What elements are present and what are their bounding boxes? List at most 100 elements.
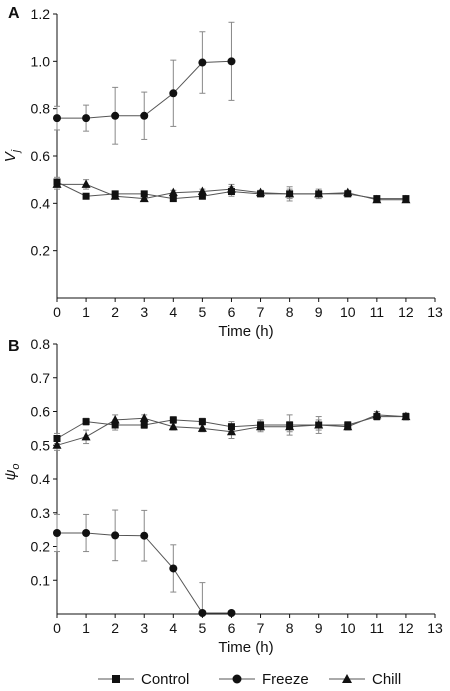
panel-a-x-tick-label: 4 [169, 304, 177, 320]
panel-b-control-point [169, 416, 177, 424]
panel-b-control-point [53, 435, 61, 442]
panel-a-x-tick-label: 3 [140, 304, 148, 320]
panel-b-x-tick-label: 10 [340, 620, 356, 636]
panel-a-chill-point [139, 193, 149, 203]
panel-a-x-tick-label: 8 [286, 304, 294, 320]
panel-a-x-tick-label: 2 [111, 304, 119, 320]
panel-b-x-tick-label: 6 [228, 620, 236, 636]
legend-item-freeze: Freeze [219, 671, 309, 688]
panel-b-freeze-point [53, 529, 61, 537]
panel-b-freeze-point [169, 564, 178, 573]
panel-a-control-point [82, 192, 90, 200]
panel-a-y-tick-label: 0.6 [31, 148, 51, 164]
panel-a-control-point [169, 195, 177, 203]
panel-b-y-tick-label: 0.7 [31, 370, 51, 386]
panel-b-series-lines [56, 414, 406, 614]
panel-b-chill-point [401, 411, 411, 421]
panel-a-chill-point [226, 184, 236, 193]
panel-b-y-tick-label: 0.2 [31, 539, 51, 555]
panel-b-chill-point [52, 440, 62, 449]
panel-a-y-tick-label: 0.4 [31, 195, 51, 211]
panel-a-x-tick-label: 9 [315, 304, 323, 320]
panel-a-freeze-point [198, 58, 207, 67]
panel-a-x-axis-title: Time (h) [218, 323, 273, 340]
panel-a-x-tick-label: 10 [340, 304, 356, 320]
panel-a-chill-point [256, 187, 266, 197]
panel-b-freeze-point [111, 531, 120, 540]
panel-b-x-axis-title: Time (h) [218, 639, 273, 656]
legend-label-chill: Chill [372, 671, 401, 688]
panel-a-chill-point [52, 179, 62, 188]
panel-a-error-bars [54, 21, 409, 203]
panel-b-control-point [140, 421, 148, 429]
panel-a-x-tick-label: 11 [370, 304, 385, 320]
panel-a-x-tick-label: 7 [257, 304, 265, 320]
panel-b-freeze-point [198, 608, 207, 617]
panel-b-error-bars [54, 411, 409, 615]
panel-a: A 0 1 2 3 4 5 6 7 8 9 10 11 12 130.20.40.60.81.01.2 T… [2, 5, 443, 340]
panel-b-x-tick-label: 12 [398, 620, 414, 636]
panel-b-chill-point [285, 421, 295, 431]
panel-a-freeze-point [111, 111, 120, 120]
panel-b-freeze-point [227, 608, 236, 617]
panel-a-freeze-point [169, 89, 178, 98]
panel-b-x-tick-label: 9 [315, 620, 323, 636]
panel-b-freeze-point [82, 529, 91, 537]
panel-b-axes: 0 1 2 3 4 5 6 7 8 9 10 11 12 130.10.20.30.40.50.60.70… [31, 336, 443, 636]
panel-b-chill-point [110, 414, 120, 424]
panel-a-freeze-point [227, 57, 236, 66]
legend-label-control: Control [141, 671, 189, 688]
panel-b-x-tick-label: 11 [370, 620, 385, 636]
panel-b-x-tick-label: 4 [169, 620, 177, 636]
panel-a-chill-point [401, 194, 411, 204]
panel-b-x-tick-label: 5 [198, 620, 206, 636]
panel-a-chill-point [343, 187, 353, 197]
panel-a-axes: 0 1 2 3 4 5 6 7 8 9 10 11 12 130.20.40.60.81.01.2 [31, 6, 443, 320]
legend-marker-circle-icon [232, 674, 242, 684]
panel-a-y-tick-label: 0.8 [31, 101, 51, 117]
panel-b-y-tick-label: 0.8 [31, 336, 51, 352]
panel-b-chill-point [168, 421, 178, 431]
panel-a-y-axis-title: Vj [2, 149, 22, 162]
panel-b-y-axis-title: ψo [2, 463, 22, 480]
panel-b-x-tick-label: 0 [53, 620, 61, 636]
legend-label-freeze: Freeze [262, 671, 309, 688]
panel-b-x-tick-label: 7 [257, 620, 265, 636]
panel-a-chill-point [168, 187, 178, 197]
panel-b-chill-point [256, 421, 266, 431]
panel-a-freeze-point [82, 114, 91, 123]
legend-marker-square-icon [112, 675, 120, 683]
panel-a-x-tick-label: 0 [53, 304, 61, 320]
panel-b-y-axis-symbol: ψ [2, 470, 19, 481]
panel-a-chill-point [81, 179, 91, 188]
panel-a-letter: A [8, 5, 20, 22]
legend: Control Freeze Chill [98, 671, 401, 688]
panel-b-chill-point [314, 420, 324, 429]
panel-a-y-tick-label: 1.2 [31, 6, 51, 22]
panel-b-control-point [198, 418, 206, 426]
panel-a-x-tick-label: 1 [82, 304, 90, 320]
panel-a-chill-point [285, 188, 295, 198]
panel-b-chill-point [226, 426, 236, 436]
panel-b-control-point [111, 421, 119, 429]
panel-a-y-tick-label: 1.0 [31, 53, 51, 69]
panel-a-x-tick-label: 12 [398, 304, 414, 320]
panel-a-x-tick-label: 6 [228, 304, 236, 320]
legend-item-chill: Chill [329, 671, 401, 688]
panel-b-x-tick-label: 3 [140, 620, 148, 636]
panel-b-y-tick-label: 0.4 [31, 471, 51, 487]
panel-b-chill-point [139, 413, 149, 422]
panel-b-y-tick-label: 0.5 [31, 437, 51, 453]
legend-item-control: Control [98, 671, 189, 688]
panel-b: B 0 1 2 3 4 5 6 7 8 9 10 11 12 130.10.20.30.40.50.60.… [2, 336, 443, 656]
panel-b-chill-point [372, 409, 382, 419]
panel-b-y-tick-label: 0.3 [31, 505, 51, 521]
panel-b-letter: B [8, 338, 20, 355]
panel-a-x-tick-label: 13 [427, 304, 443, 320]
panel-b-control-point [227, 423, 235, 431]
legend-marker-triangle-icon [342, 674, 352, 683]
panel-a-control-point [198, 192, 206, 200]
panel-b-y-tick-label: 0.6 [31, 404, 51, 420]
panel-b-control-point [82, 418, 90, 426]
